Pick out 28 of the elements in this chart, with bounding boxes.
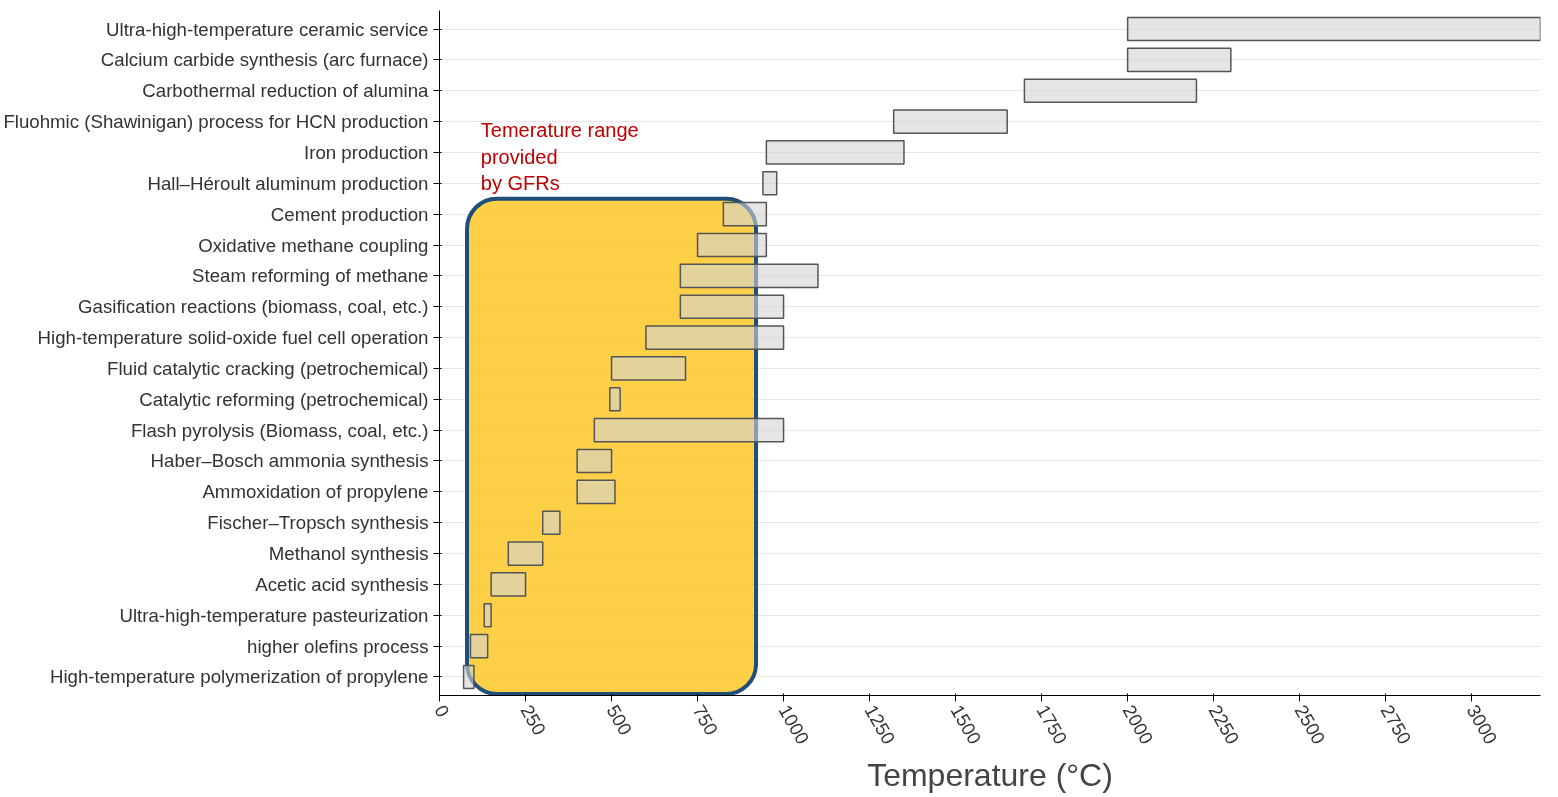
- y-tick-label: Cement production: [270, 203, 429, 225]
- y-tick-label: Oxidative methane coupling: [198, 234, 429, 256]
- y-tick-label: Gasification reactions (biomass, coal, etc.): [78, 296, 429, 318]
- y-tick-label: Iron production: [304, 141, 429, 163]
- band-label: Temerature range provided by GFRs: [480, 119, 639, 195]
- y-tick-label: Fischer–Tropsch synthesis: [207, 512, 429, 534]
- x-tick-label: 250: [516, 701, 551, 739]
- y-tick-label: High-temperature solid-oxide fuel cell operation: [37, 327, 429, 349]
- y-tick-label: higher olefins process: [247, 635, 429, 657]
- x-tick-label: 0: [430, 701, 454, 721]
- y-tick-label: Steam reforming of methane: [192, 265, 429, 287]
- y-tick-label: Ultra-high-temperature pasteurization: [119, 604, 429, 626]
- y-tick-label: Haber–Bosch ammonia synthesis: [150, 450, 429, 472]
- y-tick-label: Carbothermal reduction of alumina: [142, 80, 430, 102]
- y-tick-label: Ammoxidation of propylene: [202, 481, 429, 503]
- x-tick-label: 750: [688, 701, 723, 739]
- y-tick-label: Acetic acid synthesis: [255, 573, 429, 595]
- y-tick-label: Fluid catalytic cracking (petrochemical): [107, 357, 429, 379]
- y-tick-label: Fluohmic (Shawinigan) process for HCN production: [3, 111, 429, 133]
- y-tick-label: Ultra-high-temperature ceramic service: [106, 18, 429, 40]
- y-tick-label: Methanol synthesis: [268, 543, 429, 565]
- y-tick-label: Flash pyrolysis (Biomass, coal, etc.): [130, 419, 429, 441]
- x-axis-title: Temperature (°C): [867, 756, 1113, 793]
- y-tick-label: Hall–Héroult aluminum production: [147, 172, 429, 194]
- y-tick-label: Calcium carbide synthesis (arc furnace): [100, 49, 429, 71]
- y-tick-label: Catalytic reforming (petrochemical): [139, 388, 429, 410]
- y-tick-label: High-temperature polymerization of propylene: [50, 666, 429, 688]
- x-tick-label: 500: [602, 701, 637, 739]
